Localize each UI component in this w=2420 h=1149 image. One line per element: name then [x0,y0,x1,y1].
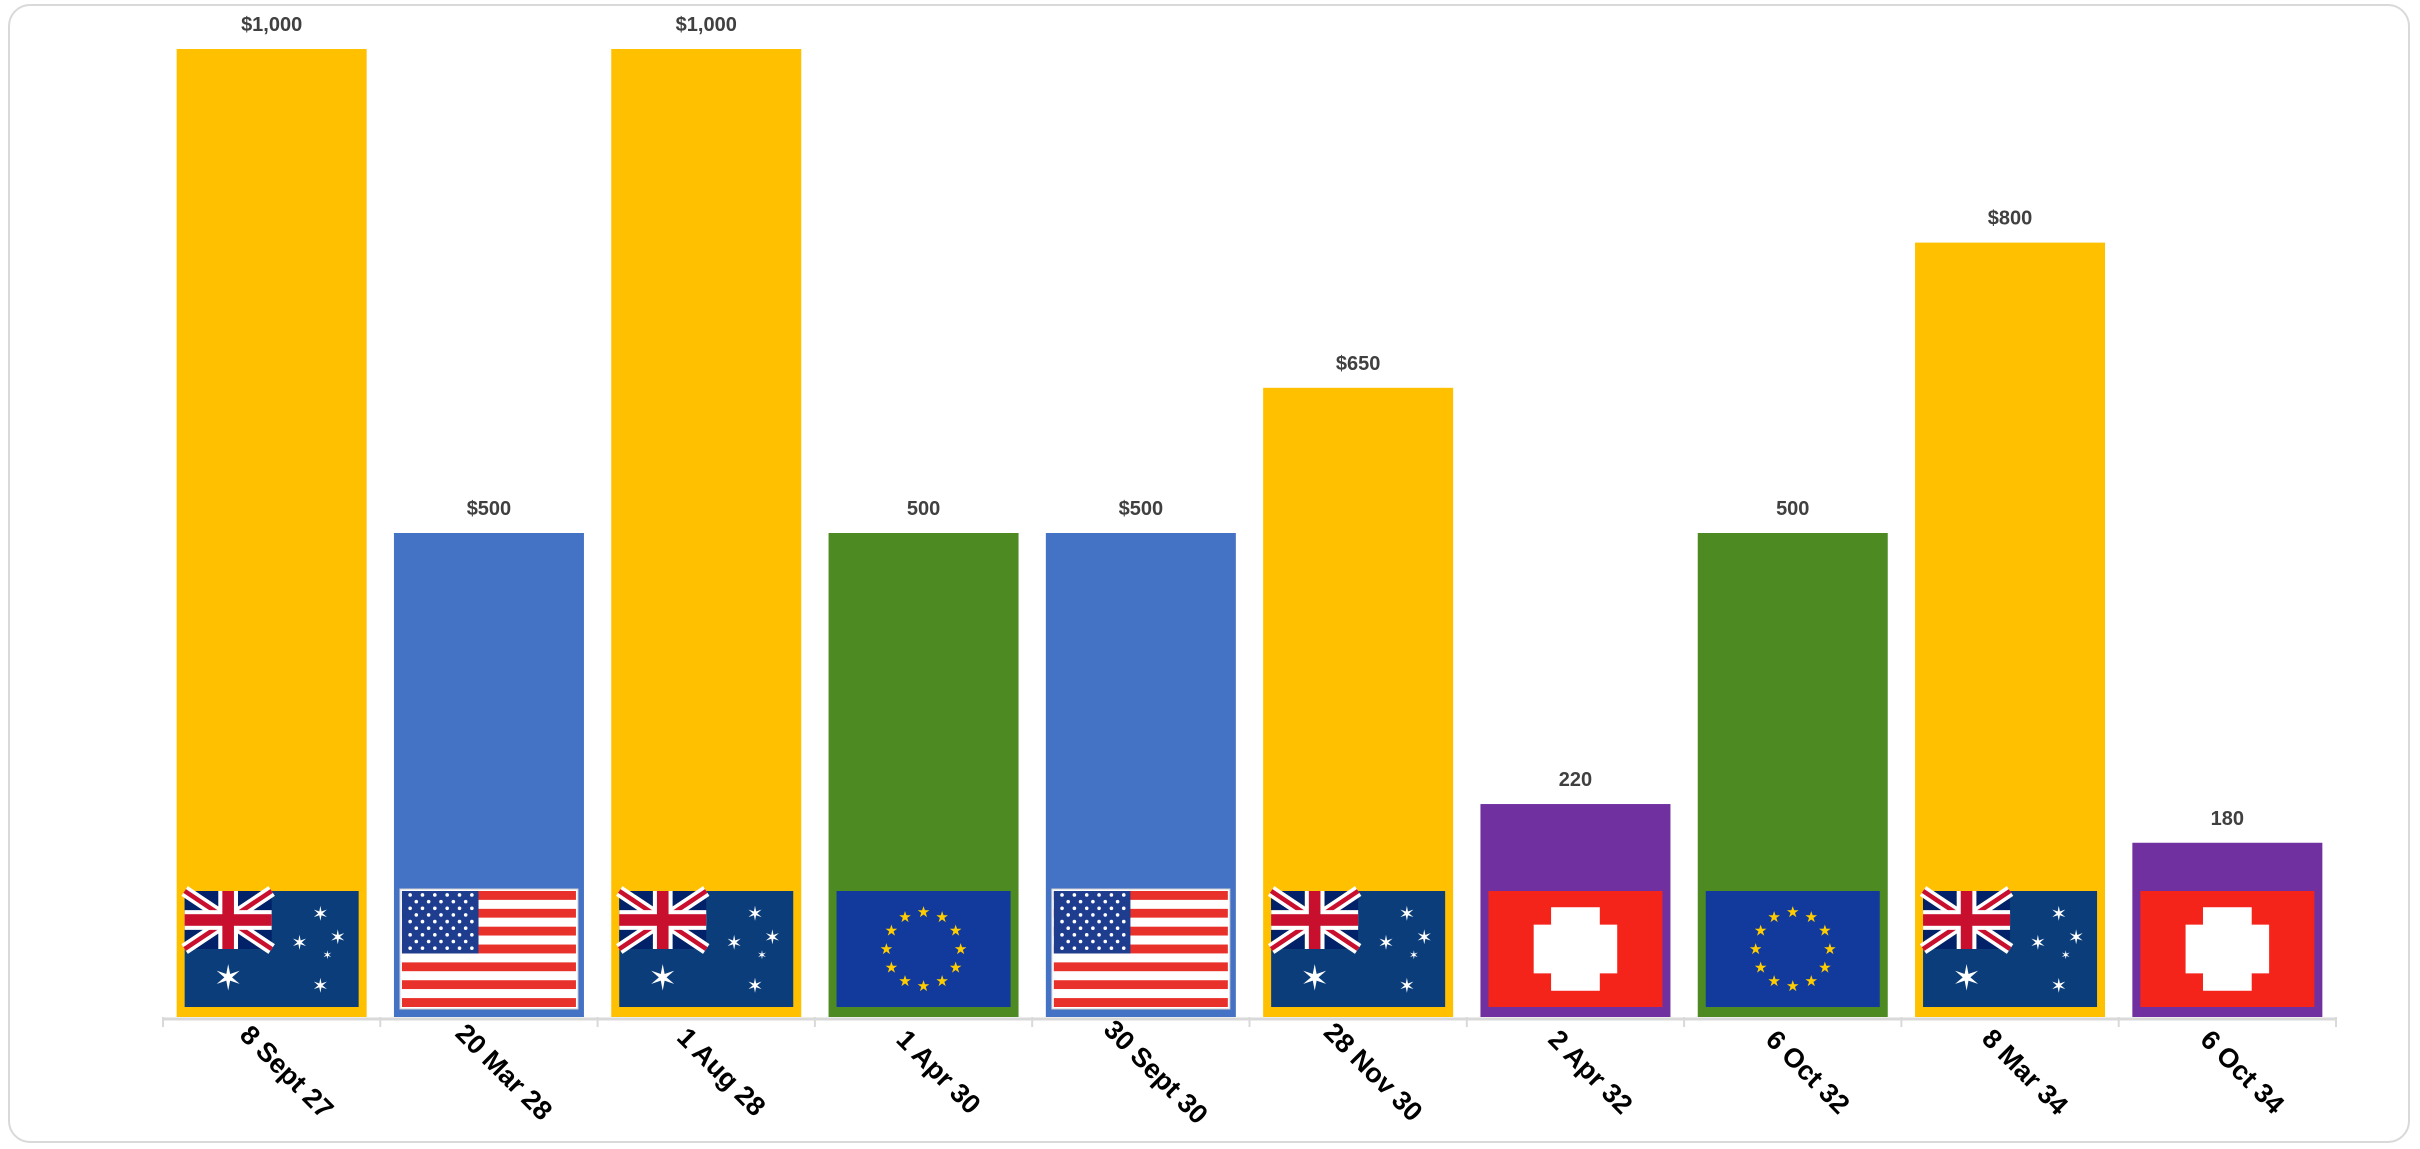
svg-text:★: ★ [880,940,894,958]
svg-text:✶: ✶ [2051,975,2068,998]
svg-text:✶: ✶ [291,932,308,955]
svg-text:★: ★ [1767,908,1781,926]
svg-text:★: ★ [1786,903,1800,921]
x-tick-marks [162,1017,2337,1027]
x-tick-label: 8 Mar 34 [1976,1023,2074,1121]
x-tick-label: 1 Aug 28 [671,1022,771,1122]
svg-text:✶: ✶ [757,948,767,962]
svg-text:★: ★ [1786,977,1800,995]
svg-text:✶: ✶ [764,926,781,949]
svg-text:★: ★ [1754,959,1768,977]
x-tick-label: 2 Apr 32 [1543,1024,1639,1120]
data-label: $500 [467,498,512,520]
swiss-flag-icon [2140,891,2315,1007]
x-tick-label: 8 Sept 27 [234,1019,339,1124]
x-tick-label: 1 Apr 30 [891,1024,987,1120]
australia-flag-icon: ✶✶✶ ✶✶✶ [1919,886,2098,1007]
svg-text:★: ★ [1818,959,1832,977]
svg-text:★: ★ [1823,940,1837,958]
data-label: $500 [1119,498,1164,520]
x-tick-labels: 8 Sept 27 20 Mar 28 1 Aug 28 1 Apr 30 30 Sep… [234,1014,2290,1130]
x-tick-label: 30 Sept 30 [1098,1014,1214,1130]
svg-text:★: ★ [1749,940,1763,958]
x-tick-label: 6 Oct 32 [1760,1024,1856,1120]
data-label: $1,000 [241,14,302,36]
bar [176,49,367,1017]
svg-text:✶: ✶ [1952,959,1981,999]
svg-text:★: ★ [1754,921,1768,939]
data-label: 180 [2211,808,2244,830]
svg-text:★: ★ [935,908,949,926]
svg-text:✶: ✶ [2061,948,2071,962]
svg-text:★: ★ [949,959,963,977]
eu-flag-icon: ★ ★★★★★★★★★★★ [836,891,1011,1007]
svg-text:✶: ✶ [726,932,743,955]
bars-layer: ✶✶✶ ✶✶✶$1,000$500✶✶✶ ✶✶✶$1,000★ ★★★★★★★★★★★… [176,14,2323,1018]
usa-flag-icon [399,888,579,1010]
svg-text:✶: ✶ [2030,932,2047,955]
svg-text:✶: ✶ [214,959,243,999]
svg-text:★: ★ [949,921,963,939]
svg-text:✶: ✶ [747,903,764,926]
svg-text:★: ★ [1818,921,1832,939]
data-label: $1,000 [676,14,737,36]
svg-text:★: ★ [917,977,931,995]
data-label: 220 [1559,769,1592,791]
data-label: 500 [1776,498,1809,520]
svg-text:✶: ✶ [1399,975,1416,998]
svg-text:✶: ✶ [648,959,677,999]
svg-text:✶: ✶ [322,948,332,962]
svg-text:✶: ✶ [2051,903,2068,926]
svg-text:★: ★ [954,940,968,958]
svg-text:★: ★ [1805,972,1819,990]
bar [1915,242,2106,1018]
svg-text:★: ★ [898,972,912,990]
svg-text:★: ★ [885,921,899,939]
svg-text:★: ★ [885,959,899,977]
data-label: $800 [1988,208,2033,230]
svg-text:✶: ✶ [312,975,329,998]
svg-text:✶: ✶ [312,903,329,926]
bar [611,49,802,1017]
usa-flag-icon [1051,888,1231,1010]
svg-text:✶: ✶ [330,926,347,949]
data-label: $650 [1336,353,1381,375]
svg-text:✶: ✶ [1378,932,1395,955]
x-tick-label: 20 Mar 28 [450,1018,558,1126]
australia-flag-icon: ✶✶✶ ✶✶✶ [1267,886,1446,1007]
x-tick-label: 6 Oct 34 [2195,1024,2291,1120]
svg-text:★: ★ [1805,908,1819,926]
svg-text:✶: ✶ [1399,903,1416,926]
svg-text:✶: ✶ [1300,959,1329,999]
svg-text:★: ★ [935,972,949,990]
svg-text:★: ★ [917,903,931,921]
australia-flag-icon: ✶✶✶ ✶✶✶ [181,886,359,1007]
swiss-flag-icon [1488,891,1663,1007]
svg-text:✶: ✶ [1409,948,1419,962]
svg-text:✶: ✶ [747,975,764,998]
eu-flag-icon: ★ ★★★★★★★★★★★ [1705,891,1880,1007]
svg-text:★: ★ [898,908,912,926]
data-label: 500 [907,498,940,520]
australia-flag-icon: ✶✶✶ ✶✶✶ [616,886,794,1007]
svg-text:✶: ✶ [2068,926,2085,949]
svg-text:✶: ✶ [1416,926,1433,949]
svg-text:★: ★ [1767,972,1781,990]
x-tick-label: 28 Nov 30 [1318,1017,1428,1127]
